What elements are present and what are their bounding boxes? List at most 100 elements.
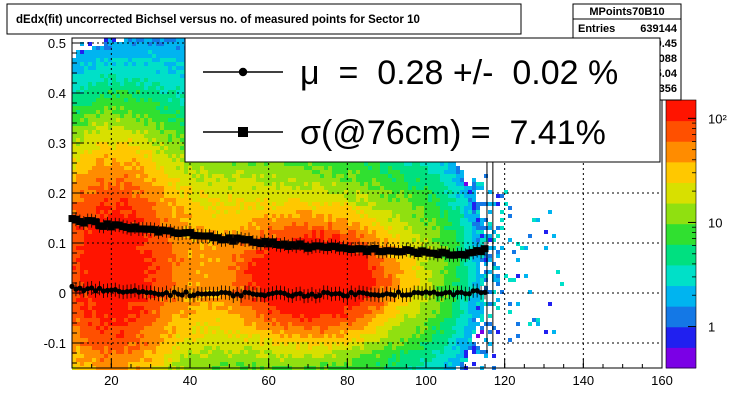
heatmap-cell [104,314,108,318]
heatmap-cell [168,114,172,118]
heatmap-cell [296,258,300,262]
heatmap-cell [292,226,296,230]
heatmap-cell [112,62,116,66]
heatmap-cell [72,254,76,258]
heatmap-cell [132,298,136,302]
heatmap-cell [116,86,120,90]
heatmap-cell [128,162,132,166]
heatmap-cell [156,198,160,202]
heatmap-cell [172,182,176,186]
heatmap-cell [240,330,244,334]
heatmap-cell [140,110,144,114]
heatmap-cell [136,322,140,326]
heatmap-cell [156,78,160,82]
heatmap-cell [252,174,256,178]
heatmap-cell [292,362,296,366]
heatmap-cell [236,362,240,366]
heatmap-cell [116,282,120,286]
heatmap-cell [140,118,144,122]
heatmap-cell [284,346,288,350]
heatmap-cell [164,118,168,122]
heatmap-cell [188,190,192,194]
heatmap-cell [116,294,120,298]
heatmap-cell [100,166,104,170]
heatmap-cell [84,50,88,54]
heatmap-cell [80,110,84,114]
heatmap-cell [148,62,152,66]
heatmap-cell [108,342,112,346]
heatmap-cell [172,342,176,346]
heatmap-cell [72,262,76,266]
heatmap-cell [124,186,128,190]
heatmap-cell [248,270,252,274]
heatmap-cell [164,66,168,70]
heatmap-cell [80,154,84,158]
heatmap-cell [168,186,172,190]
heatmap-cell [148,302,152,306]
heatmap-cell [268,342,272,346]
heatmap-cell [280,178,284,182]
heatmap-cell [88,62,92,66]
heatmap-cell [96,166,100,170]
heatmap-cell [100,142,104,146]
heatmap-cell [96,78,100,82]
heatmap-cell [244,242,248,246]
heatmap-cell [228,214,232,218]
heatmap-cell [160,362,164,366]
heatmap-cell [236,286,240,290]
heatmap-cell [208,222,212,226]
heatmap-cell [100,298,104,302]
heatmap-cell [256,206,260,210]
heatmap-cell [72,182,76,186]
heatmap-cell [76,86,80,90]
heatmap-cell [84,338,88,342]
heatmap-cell [112,102,116,106]
heatmap-cell [84,354,88,358]
heatmap-cell [144,78,148,82]
heatmap-cell [128,182,132,186]
heatmap-cell [96,262,100,266]
heatmap-cell [224,314,228,318]
heatmap-cell [76,126,80,130]
heatmap-cell [164,322,168,326]
heatmap-cell [264,350,268,354]
heatmap-cell [108,270,112,274]
heatmap-cell [152,154,156,158]
heatmap-cell [92,70,96,74]
heatmap-cell [176,242,180,246]
heatmap-cell [248,194,252,198]
heatmap-cell [96,210,100,214]
heatmap-cell [144,50,148,54]
heatmap-cell [72,342,76,346]
heatmap-cell [304,314,308,318]
heatmap-cell [104,346,108,350]
heatmap-cell [80,98,84,102]
heatmap-cell [112,86,116,90]
heatmap-cell [280,194,284,198]
heatmap-cell [204,346,208,350]
heatmap-cell [248,358,252,362]
heatmap-cell [160,190,164,194]
heatmap-cell [88,162,92,166]
heatmap-cell [236,326,240,330]
heatmap-cell [72,322,76,326]
heatmap-cell [96,194,100,198]
heatmap-cell [160,258,164,262]
heatmap-cell [296,222,300,226]
heatmap-cell [148,282,152,286]
heatmap-cell [132,130,136,134]
heatmap-cell [300,194,304,198]
heatmap-cell [196,186,200,190]
heatmap-cell [224,354,228,358]
heatmap-cell [148,310,152,314]
heatmap-cell [228,298,232,302]
heatmap-cell [156,138,160,142]
heatmap-cell [168,146,172,150]
heatmap-cell [304,194,308,198]
heatmap-cell [92,210,96,214]
heatmap-cell [216,218,220,222]
heatmap-cell [232,354,236,358]
heatmap-cell [72,210,76,214]
heatmap-cell [112,38,116,42]
heatmap-cell [228,202,232,206]
